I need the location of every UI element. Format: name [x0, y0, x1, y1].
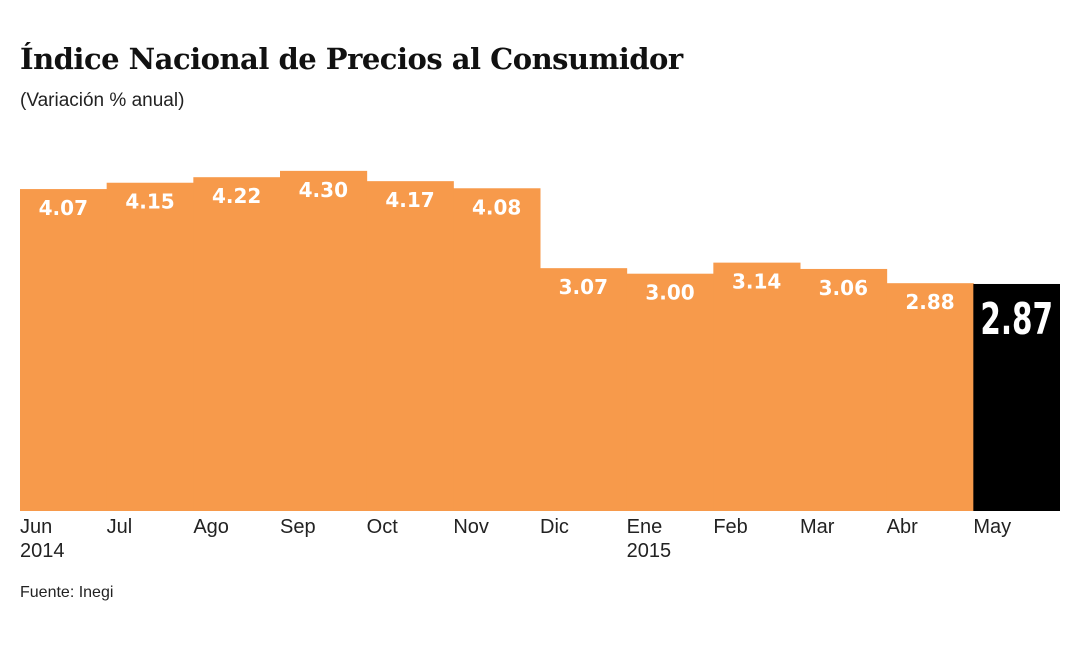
x-tick-label: Jun — [20, 516, 52, 538]
x-tick-label: Feb — [713, 516, 747, 538]
bar-sep — [280, 170, 368, 511]
bar-jun — [20, 189, 108, 512]
x-tick-year-label: 2015 — [627, 540, 672, 562]
bar-nov — [453, 188, 541, 511]
value-label: 4.15 — [125, 190, 174, 214]
x-tick-year-label: 2014 — [20, 540, 65, 562]
value-label: 4.08 — [472, 195, 521, 219]
value-label: 4.22 — [212, 184, 261, 208]
bar-abr — [886, 283, 974, 511]
bar-oct — [366, 181, 454, 511]
chart-subtitle: (Variación % anual) — [20, 90, 185, 111]
x-tick-label: Jul — [107, 516, 133, 538]
x-tick-label: Ene — [627, 516, 663, 538]
value-label: 3.00 — [645, 281, 694, 305]
x-tick-label: Nov — [453, 516, 489, 538]
bar-jul — [106, 182, 194, 512]
value-label: 4.07 — [39, 196, 88, 220]
value-label: 4.17 — [385, 188, 434, 212]
x-tick-label: Oct — [367, 516, 399, 538]
value-label: 4.30 — [299, 178, 348, 202]
bar-ene — [626, 273, 714, 511]
bar-mar — [800, 268, 888, 511]
bar-may — [973, 283, 1060, 511]
x-tick-label: Mar — [800, 516, 835, 538]
value-label: 3.06 — [819, 276, 868, 300]
source-note: Fuente: Inegi — [20, 584, 114, 601]
value-label: 3.14 — [732, 270, 781, 294]
bar-dic — [540, 268, 628, 511]
value-label-highlight: 2.87 — [980, 294, 1053, 345]
value-label: 3.07 — [559, 275, 608, 299]
x-tick-label: Ago — [193, 516, 229, 538]
x-tick-label: Dic — [540, 516, 569, 538]
x-tick-label: Abr — [887, 516, 918, 538]
bar-ago — [193, 177, 281, 511]
x-tick-label: May — [973, 516, 1011, 538]
bar-feb — [713, 262, 801, 511]
x-tick-label: Sep — [280, 516, 316, 538]
value-label: 2.88 — [905, 290, 954, 314]
chart-title: Índice Nacional de Precios al Consumidor — [20, 42, 683, 76]
